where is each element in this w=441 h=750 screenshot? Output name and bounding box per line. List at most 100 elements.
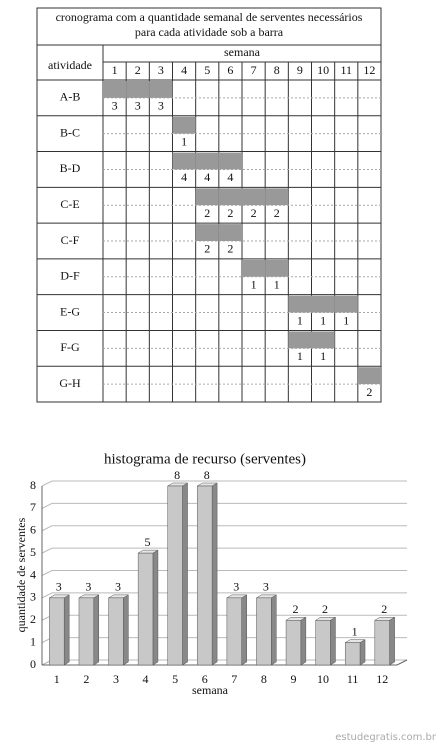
y-axis-label: quantidade de serventes [14, 517, 28, 632]
activity-label: D-F [60, 269, 80, 283]
grid-line [41, 592, 407, 599]
grid-line [41, 547, 407, 554]
bar-front [226, 597, 242, 666]
crew-count: 1 [320, 349, 326, 363]
bar-side [389, 616, 395, 666]
bar-front [137, 552, 154, 666]
x-axis-label: semana [192, 683, 229, 697]
value-label: 3 [85, 580, 91, 594]
activity-bar [334, 295, 358, 313]
activity-label: B-D [60, 161, 81, 175]
y-tick-label: 0 [30, 657, 36, 671]
bar-front [78, 597, 95, 666]
week-label: 2 [135, 63, 141, 77]
value-label: 1 [352, 624, 358, 638]
bar [255, 594, 278, 666]
activity-bar [265, 259, 289, 277]
activity-label: E-G [60, 304, 80, 318]
grid-line [41, 480, 407, 487]
bar [373, 616, 396, 666]
bar-side [241, 594, 247, 666]
y-tick-label: 7 [30, 500, 36, 514]
week-label: 4 [181, 63, 187, 77]
crew-count: 1 [297, 349, 303, 363]
activity-bar [195, 224, 219, 241]
y-tick-label: 3 [30, 590, 36, 604]
bar [48, 594, 71, 666]
value-label: 8 [174, 468, 180, 482]
bar-front [49, 597, 65, 666]
value-label: 3 [233, 580, 239, 594]
column-header: semana [224, 45, 261, 59]
x-tick-label: 4 [143, 672, 149, 686]
week-label: 11 [340, 63, 352, 77]
activity-label: B-C [60, 125, 80, 139]
bar-front [167, 485, 183, 666]
bar-side [271, 594, 277, 666]
x-tick-label: 12 [376, 672, 388, 686]
crew-count: 2 [204, 206, 210, 220]
activity-bar [103, 81, 127, 98]
activity-bar [357, 367, 381, 385]
week-label: 7 [251, 63, 257, 77]
crew-count: 3 [135, 99, 141, 113]
bar-side [63, 594, 70, 666]
crew-count: 1 [181, 134, 187, 148]
y-tick-label: 1 [30, 634, 36, 648]
bar [196, 482, 219, 666]
x-tick-label: 6 [202, 672, 208, 686]
bar-side [211, 482, 218, 666]
week-label: 8 [274, 63, 280, 77]
value-label: 3 [263, 580, 269, 594]
bar-side [152, 549, 159, 666]
activity-bar [218, 152, 242, 170]
bar [314, 616, 337, 666]
bar-front [108, 597, 124, 666]
crew-count: 1 [343, 313, 349, 327]
activity-bar [195, 188, 219, 206]
footer: estudegratis.com.br [335, 732, 437, 743]
crew-count: 2 [274, 206, 280, 220]
activity-bar [288, 331, 312, 349]
y-tick-label: 8 [30, 478, 36, 492]
activity-bar [218, 224, 242, 241]
bar-side [300, 616, 307, 666]
x-tick-label: 9 [290, 672, 296, 686]
activity-bar [242, 188, 266, 206]
value-label: 8 [204, 468, 210, 482]
crew-count: 1 [297, 313, 303, 327]
x-tick-label: 2 [83, 672, 89, 686]
bar-front [315, 620, 331, 666]
value-label: 2 [381, 602, 387, 616]
crew-count: 2 [204, 242, 210, 256]
floor [42, 659, 408, 666]
activity-bar [149, 81, 173, 98]
crew-count: 2 [227, 206, 233, 220]
bar-front [285, 620, 302, 666]
activity-bar [172, 152, 196, 170]
table-subtitle: para cada atividade sob a barra [135, 25, 284, 39]
grid-line [41, 525, 407, 532]
activity-bar [242, 259, 266, 277]
bar-side [182, 482, 188, 666]
x-tick-label: 3 [113, 672, 119, 686]
bar [344, 639, 366, 666]
bar [137, 549, 159, 666]
activity-label: C-F [61, 233, 80, 247]
value-label: 5 [145, 535, 151, 549]
week-label: 1 [112, 63, 118, 77]
activity-label: A-B [60, 90, 81, 104]
bar-side [93, 594, 100, 666]
grid-line [41, 570, 407, 576]
activity-bar [195, 152, 219, 170]
bar-side [359, 639, 366, 666]
bar [166, 482, 189, 666]
bar [225, 594, 248, 666]
x-tick-label: 5 [172, 672, 178, 686]
row-header: atividade [48, 58, 92, 72]
week-label: 6 [227, 63, 233, 77]
activity-bar [126, 81, 150, 98]
x-tick-label: 10 [317, 672, 329, 686]
activity-bar [172, 116, 196, 134]
